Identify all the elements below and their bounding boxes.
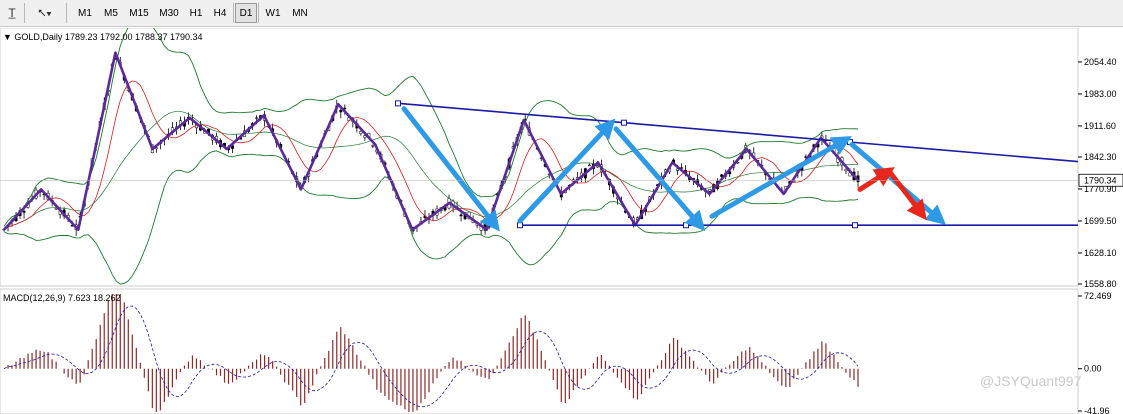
watermark: @JSYQuant997 [980,373,1082,389]
candle-body [359,131,363,134]
anchor-point [683,222,689,229]
red-arrow [887,169,927,221]
blue-arrow [613,126,706,232]
timeframe-m1[interactable]: M1 [78,8,92,19]
blue-arrow [709,136,852,219]
chart-area: ▼ GOLD,Daily 1789.23 1792.00 1788.37 179… [0,28,1123,414]
macd-panel [0,288,1079,414]
zigzag-line [3,51,859,231]
main-panel [0,28,1079,287]
price-tick-label: 1628.10 [1084,248,1117,258]
analysis-overlay [3,51,1079,232]
toolbar: T̲ ⭦▾ M1 M5 M15 M30 H1 H4 D1 W1 MN [0,0,1123,27]
timeframe-h1[interactable]: H1 [189,8,203,19]
upper-band [3,28,859,227]
anchor-point [852,222,858,229]
candle-body [339,110,343,113]
anchor-point [517,222,523,229]
candle-body [595,165,599,168]
price-tick-label: 1842.30 [1084,152,1117,162]
timeframe-m15[interactable]: M15 [129,8,149,19]
anchor-point [621,119,627,126]
candle-body [459,214,463,217]
timeframe-mn[interactable]: MN [292,8,308,19]
macd-title: MACD(12,26,9) 7.623 18.262 [3,293,121,303]
lower-band [3,150,859,285]
price-tick-label: 1983.00 [1084,89,1117,99]
macd-axis: 72.469 0.00 -41.96 [1078,291,1112,414]
timeframe-m30[interactable]: M30 [159,8,179,19]
macd-tick-label: 72.469 [1084,291,1112,301]
macd-histogram [3,294,859,412]
anchor-point [395,100,401,107]
symbol-title: ▼ GOLD,Daily 1789.23 1792.00 1788.37 179… [3,32,203,42]
shapes-dropdown-icon[interactable]: ⭦▾ [38,6,52,20]
current-price-box [1078,173,1123,187]
candle-body [54,208,58,210]
price-tick-label: 1558.80 [1084,279,1117,289]
toolbar-separator [66,3,67,23]
timeframe-h4[interactable]: H4 [213,8,227,19]
price-tick-label: 1699.50 [1084,216,1117,226]
current-price-label: 1790.34 [1084,175,1117,185]
timeframe-d1[interactable]: D1 [235,3,257,23]
price-tick-label: 1911.60 [1084,121,1116,131]
toolbar-separator [258,3,259,23]
text-tool-icon[interactable]: T̲ [8,6,16,20]
toolbar-separator [24,3,25,23]
price-tick-label: 1770.90 [1084,184,1117,194]
candle-body [363,135,367,138]
timeframe-m5[interactable]: M5 [104,8,118,19]
candle-body [371,145,375,147]
blue-arrow [517,118,616,224]
candle-body [844,169,848,172]
candle-body [676,168,680,171]
upper-trendline [397,102,1079,163]
macd-tick-label: -41.96 [1084,406,1110,414]
candle-body [587,164,591,167]
price-axis: 2054.40 1983.00 1911.60 1842.30 1770.90 1699.… [0,57,1123,289]
timeframe-w1[interactable]: W1 [265,8,281,19]
candle-body [255,117,259,119]
toolbar-separator [233,3,234,23]
blue-arrow [401,106,500,232]
candle-body [720,174,724,177]
price-tick-label: 2054.40 [1084,57,1117,67]
macd-tick-label: 0.00 [1084,364,1102,374]
candle-body [22,210,26,213]
